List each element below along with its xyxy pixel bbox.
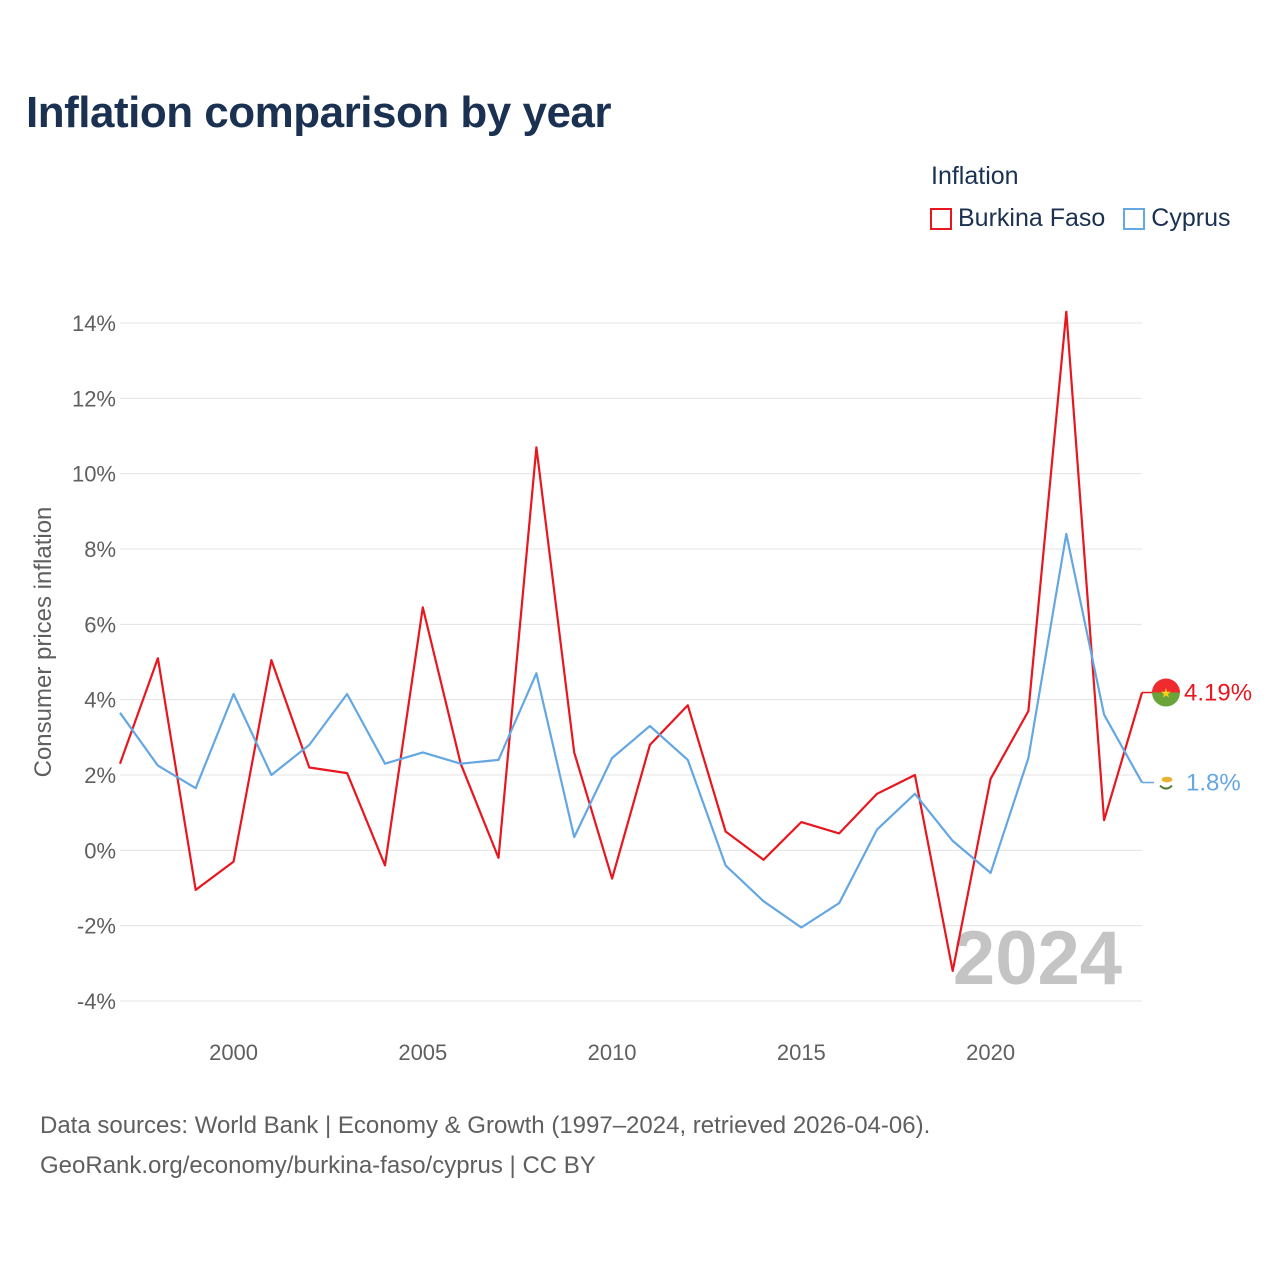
flag-top-half (1152, 678, 1181, 693)
legend-swatch-burkina-faso (930, 207, 952, 230)
y-axis-ticks: -4% -2% 0% 2% 4% 6% 8% 10% 12% 14% (72, 311, 116, 1014)
flag-olive-branches (1159, 784, 1173, 790)
y-tick-label: 14% (72, 311, 116, 336)
x-tick-label: 2015 (777, 1040, 826, 1065)
y-tick-label: 2% (84, 763, 116, 788)
y-tick-label: 4% (84, 688, 116, 713)
y-tick-label: -2% (77, 914, 116, 939)
flag-star: ★ (1160, 687, 1172, 702)
grid-lines (120, 322, 1142, 1002)
chart-title: Inflation comparison by year (26, 88, 612, 137)
legend-label-burkina-faso: Burkina Faso (958, 204, 1106, 232)
y-axis-label: Consumer prices inflation (30, 507, 57, 778)
y-tick-label: 10% (72, 462, 116, 487)
source-line-1: Data sources: World Bank | Economy & Gro… (40, 1112, 931, 1139)
legend-swatch-cyprus (1123, 207, 1146, 230)
legend-item-burkina-faso[interactable]: Burkina Faso (930, 204, 1105, 233)
series-line-burkina-faso (118, 310, 1144, 973)
y-tick-label: 8% (84, 537, 116, 562)
legend-item-cyprus[interactable]: Cyprus (1123, 204, 1230, 233)
x-tick-label: 2020 (966, 1040, 1015, 1065)
flag-bottom-half (1152, 692, 1181, 707)
y-tick-label: -4% (77, 989, 116, 1014)
burkina-faso-flag-icon: ★ (1152, 678, 1181, 707)
inflation-line-chart: -4%-2%0%2%4%6%8%10%12%14% 2000 2005 2010 20… (30, 310, 1252, 1065)
end-value-label-burkina-faso: 4.19% (1184, 680, 1252, 707)
end-markers: ★ 4.19% 1.8% (1142, 678, 1252, 797)
x-tick-label: 2010 (588, 1040, 637, 1065)
year-watermark: 2024 (953, 916, 1122, 1001)
y-tick-label: 6% (84, 612, 116, 637)
y-tick-label: 12% (72, 386, 116, 411)
source-note: Data sources: World Bank | Economy & Gro… (40, 1106, 930, 1186)
x-tick-label: 2000 (209, 1040, 258, 1065)
series-line-cyprus (119, 532, 1143, 929)
end-value-label-cyprus: 1.8% (1186, 770, 1241, 797)
flag-island (1161, 776, 1173, 783)
x-axis-ticks: 2000 2005 2010 2015 2020 (209, 1040, 1015, 1065)
y-tick-label: 0% (84, 838, 116, 863)
legend-label-cyprus: Cyprus (1151, 204, 1231, 232)
legend: Burkina Faso Cyprus (930, 204, 1230, 233)
source-line-2[interactable]: GeoRank.org/economy/burkina-faso/cyprus … (40, 1152, 596, 1179)
x-tick-label: 2005 (398, 1040, 447, 1065)
legend-title: Inflation (931, 162, 1019, 190)
series-lines (118, 310, 1144, 973)
cyprus-flag-icon (1157, 773, 1175, 792)
